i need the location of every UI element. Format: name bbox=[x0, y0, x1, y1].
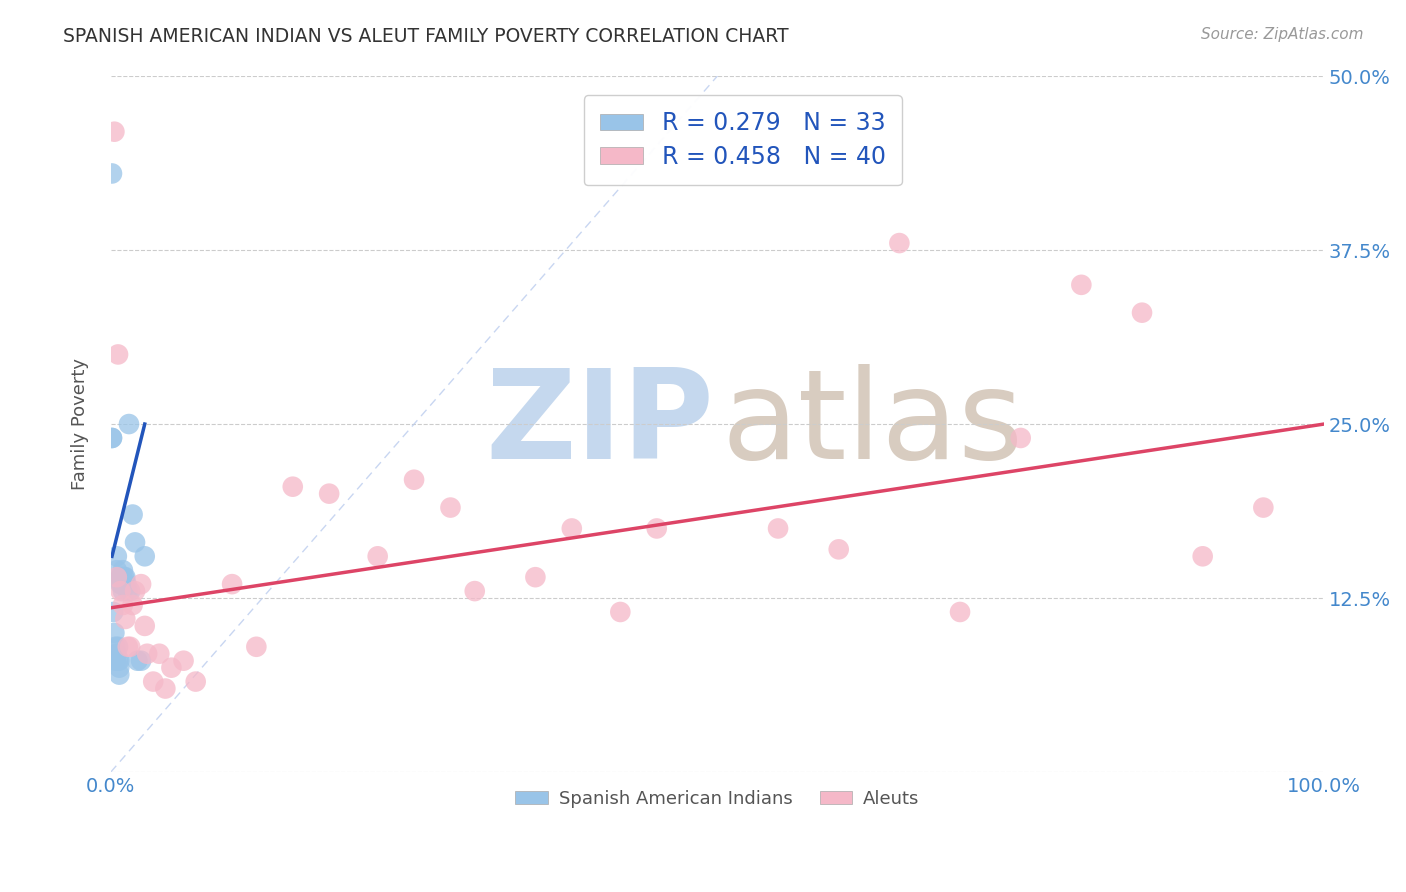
Point bbox=[118, 417, 141, 431]
Point bbox=[148, 647, 170, 661]
Point bbox=[1010, 431, 1032, 445]
Point bbox=[111, 598, 134, 612]
Legend: Spanish American Indians, Aleuts: Spanish American Indians, Aleuts bbox=[508, 783, 927, 815]
Text: ZIP: ZIP bbox=[485, 364, 714, 484]
Point bbox=[117, 584, 139, 599]
Point bbox=[112, 570, 135, 584]
Point bbox=[561, 521, 583, 535]
Point bbox=[111, 577, 134, 591]
Point bbox=[889, 236, 911, 251]
Point bbox=[103, 125, 125, 139]
Point bbox=[121, 508, 143, 522]
Point bbox=[114, 570, 136, 584]
Point bbox=[404, 473, 426, 487]
Point bbox=[124, 584, 146, 599]
Point bbox=[1130, 306, 1153, 320]
Point bbox=[1191, 549, 1213, 564]
Text: SPANISH AMERICAN INDIAN VS ALEUT FAMILY POVERTY CORRELATION CHART: SPANISH AMERICAN INDIAN VS ALEUT FAMILY … bbox=[63, 27, 789, 45]
Point bbox=[524, 570, 547, 584]
Point bbox=[105, 570, 128, 584]
Point bbox=[115, 577, 138, 591]
Point bbox=[111, 584, 134, 599]
Point bbox=[134, 619, 156, 633]
Point bbox=[120, 584, 142, 599]
Point bbox=[221, 577, 243, 591]
Point bbox=[136, 647, 159, 661]
Point bbox=[104, 654, 127, 668]
Point bbox=[107, 640, 129, 654]
Point bbox=[111, 570, 134, 584]
Point bbox=[828, 542, 851, 557]
Point bbox=[107, 654, 129, 668]
Point bbox=[1070, 277, 1092, 292]
Point bbox=[129, 654, 152, 668]
Point bbox=[766, 521, 789, 535]
Point bbox=[645, 521, 668, 535]
Point bbox=[245, 640, 267, 654]
Point bbox=[134, 549, 156, 564]
Point bbox=[108, 654, 131, 668]
Point bbox=[101, 431, 124, 445]
Point bbox=[117, 640, 139, 654]
Point bbox=[104, 640, 127, 654]
Point bbox=[464, 584, 486, 599]
Point bbox=[609, 605, 631, 619]
Point bbox=[318, 486, 340, 500]
Point bbox=[108, 661, 131, 675]
Text: atlas: atlas bbox=[721, 364, 1024, 484]
Point bbox=[110, 570, 132, 584]
Y-axis label: Family Poverty: Family Poverty bbox=[72, 358, 89, 490]
Point bbox=[173, 654, 195, 668]
Point bbox=[124, 535, 146, 549]
Point bbox=[121, 598, 143, 612]
Point bbox=[142, 674, 165, 689]
Point bbox=[281, 480, 304, 494]
Point bbox=[112, 577, 135, 591]
Point bbox=[127, 654, 149, 668]
Point bbox=[111, 563, 134, 577]
Point bbox=[105, 647, 128, 661]
Point bbox=[114, 612, 136, 626]
Text: Source: ZipAtlas.com: Source: ZipAtlas.com bbox=[1201, 27, 1364, 42]
Point bbox=[103, 605, 125, 619]
Point bbox=[949, 605, 972, 619]
Point bbox=[108, 667, 131, 681]
Point bbox=[160, 661, 183, 675]
Point bbox=[103, 625, 125, 640]
Point bbox=[105, 563, 128, 577]
Point bbox=[110, 577, 132, 591]
Point bbox=[101, 431, 124, 445]
Point bbox=[439, 500, 461, 515]
Point bbox=[184, 674, 207, 689]
Point bbox=[105, 549, 128, 564]
Point bbox=[129, 577, 152, 591]
Point bbox=[110, 584, 132, 599]
Point bbox=[120, 640, 142, 654]
Point bbox=[155, 681, 177, 696]
Point bbox=[107, 347, 129, 361]
Point bbox=[1253, 500, 1275, 515]
Point bbox=[367, 549, 389, 564]
Point bbox=[101, 166, 124, 180]
